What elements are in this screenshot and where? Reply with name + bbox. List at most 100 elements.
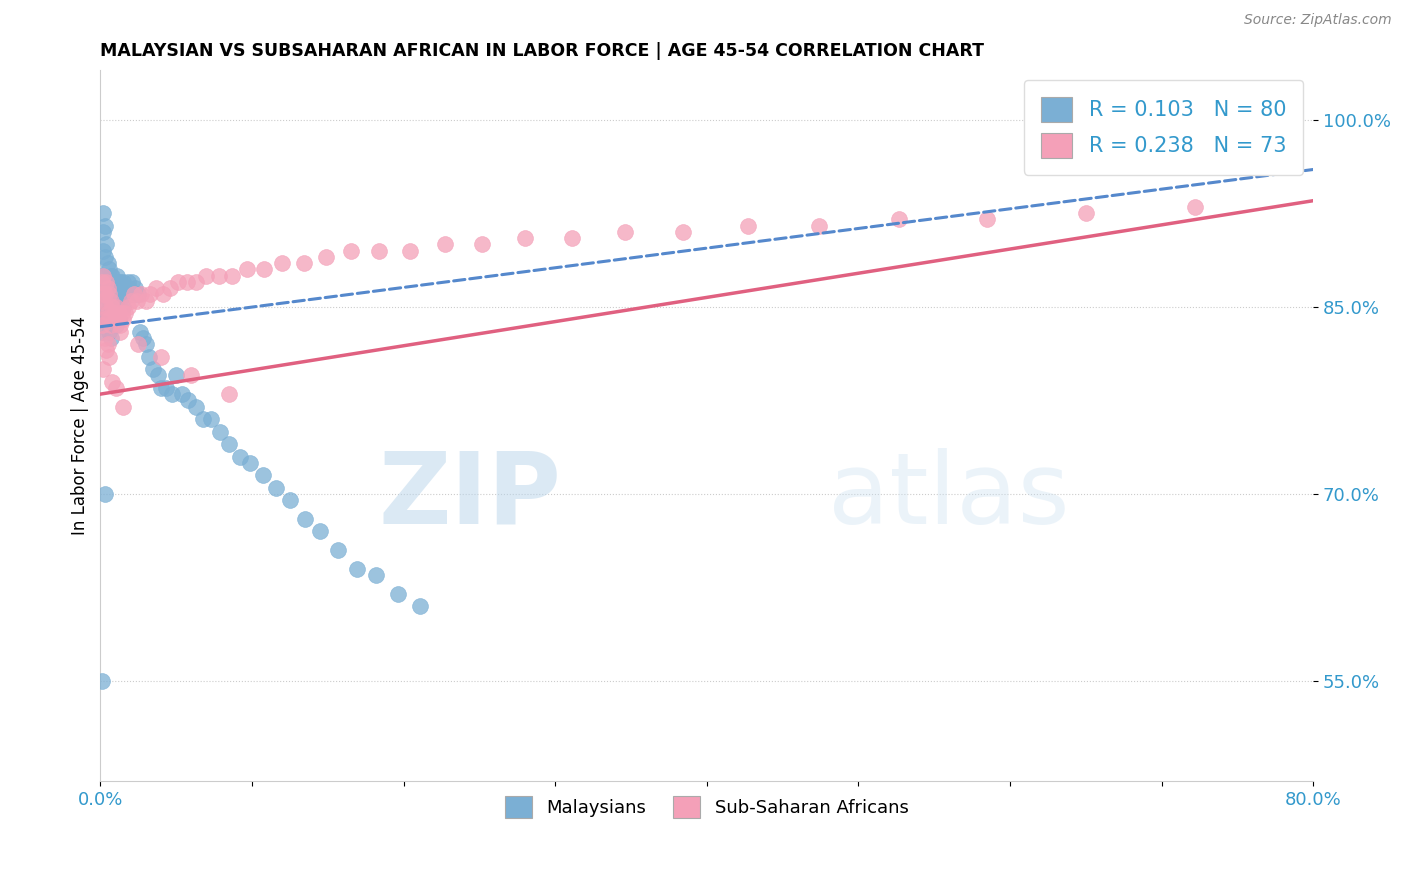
Point: [110, 306, 132, 320]
Point: [105, 268, 128, 283]
Point: [100, 318, 122, 333]
Point: [96, 343, 118, 358]
Point: [117, 275, 139, 289]
Point: [471, 237, 494, 252]
Point: [127, 337, 149, 351]
Point: [96, 275, 118, 289]
Point: [129, 287, 152, 301]
Point: [97, 287, 120, 301]
Point: [104, 318, 127, 333]
Point: [98, 350, 121, 364]
Point: [366, 568, 388, 582]
Point: [180, 368, 202, 383]
Point: [138, 350, 160, 364]
Point: [93, 268, 115, 283]
Point: [101, 375, 124, 389]
Point: [346, 562, 368, 576]
Point: [120, 293, 142, 308]
Point: [98, 325, 121, 339]
Point: [889, 212, 911, 227]
Point: [90, 287, 112, 301]
Point: [96, 237, 118, 252]
Point: [315, 250, 337, 264]
Point: [104, 275, 127, 289]
Point: [120, 287, 142, 301]
Point: [108, 325, 131, 339]
Point: [97, 337, 120, 351]
Point: [124, 281, 146, 295]
Point: [108, 318, 131, 333]
Point: [94, 219, 117, 233]
Point: [409, 599, 432, 614]
Point: [160, 387, 183, 401]
Point: [90, 268, 112, 283]
Point: [115, 287, 138, 301]
Point: [103, 275, 125, 289]
Point: [368, 244, 391, 258]
Point: [142, 362, 165, 376]
Point: [271, 256, 294, 270]
Point: [93, 244, 115, 258]
Point: [93, 225, 115, 239]
Point: [114, 306, 136, 320]
Point: [172, 387, 194, 401]
Point: [127, 287, 149, 301]
Text: ZIP: ZIP: [378, 448, 561, 545]
Point: [104, 381, 127, 395]
Point: [433, 237, 456, 252]
Point: [103, 306, 125, 320]
Point: [339, 244, 361, 258]
Point: [98, 287, 121, 301]
Point: [278, 493, 301, 508]
Point: [90, 325, 112, 339]
Point: [112, 300, 135, 314]
Point: [184, 275, 207, 289]
Point: [1184, 200, 1206, 214]
Point: [96, 300, 118, 314]
Point: [253, 262, 276, 277]
Y-axis label: In Labor Force | Age 45-54: In Labor Force | Age 45-54: [72, 316, 89, 535]
Point: [108, 275, 131, 289]
Point: [166, 275, 188, 289]
Point: [135, 293, 157, 308]
Point: [146, 368, 169, 383]
Point: [100, 300, 122, 314]
Point: [155, 381, 177, 395]
Point: [90, 318, 112, 333]
Point: [387, 587, 409, 601]
Point: [239, 456, 262, 470]
Point: [292, 256, 315, 270]
Point: [152, 287, 174, 301]
Point: [221, 268, 243, 283]
Point: [103, 306, 125, 320]
Point: [128, 325, 150, 339]
Point: [209, 425, 232, 439]
Point: [93, 362, 115, 376]
Point: [737, 219, 759, 233]
Point: [122, 287, 145, 301]
Point: [101, 268, 124, 283]
Point: [132, 331, 155, 345]
Point: [90, 293, 112, 308]
Point: [108, 300, 131, 314]
Point: [101, 300, 124, 314]
Point: [513, 231, 536, 245]
Point: [229, 450, 252, 464]
Point: [110, 281, 132, 295]
Point: [561, 231, 583, 245]
Text: atlas: atlas: [828, 448, 1070, 545]
Point: [101, 300, 124, 314]
Point: [104, 293, 127, 308]
Point: [159, 281, 181, 295]
Point: [93, 287, 115, 301]
Point: [105, 293, 128, 308]
Legend: Malaysians, Sub-Saharan Africans: Malaysians, Sub-Saharan Africans: [498, 789, 915, 825]
Point: [264, 481, 287, 495]
Point: [90, 275, 112, 289]
Point: [93, 206, 115, 220]
Point: [218, 387, 240, 401]
Point: [112, 400, 135, 414]
Point: [100, 293, 122, 308]
Point: [96, 306, 118, 320]
Point: [94, 250, 117, 264]
